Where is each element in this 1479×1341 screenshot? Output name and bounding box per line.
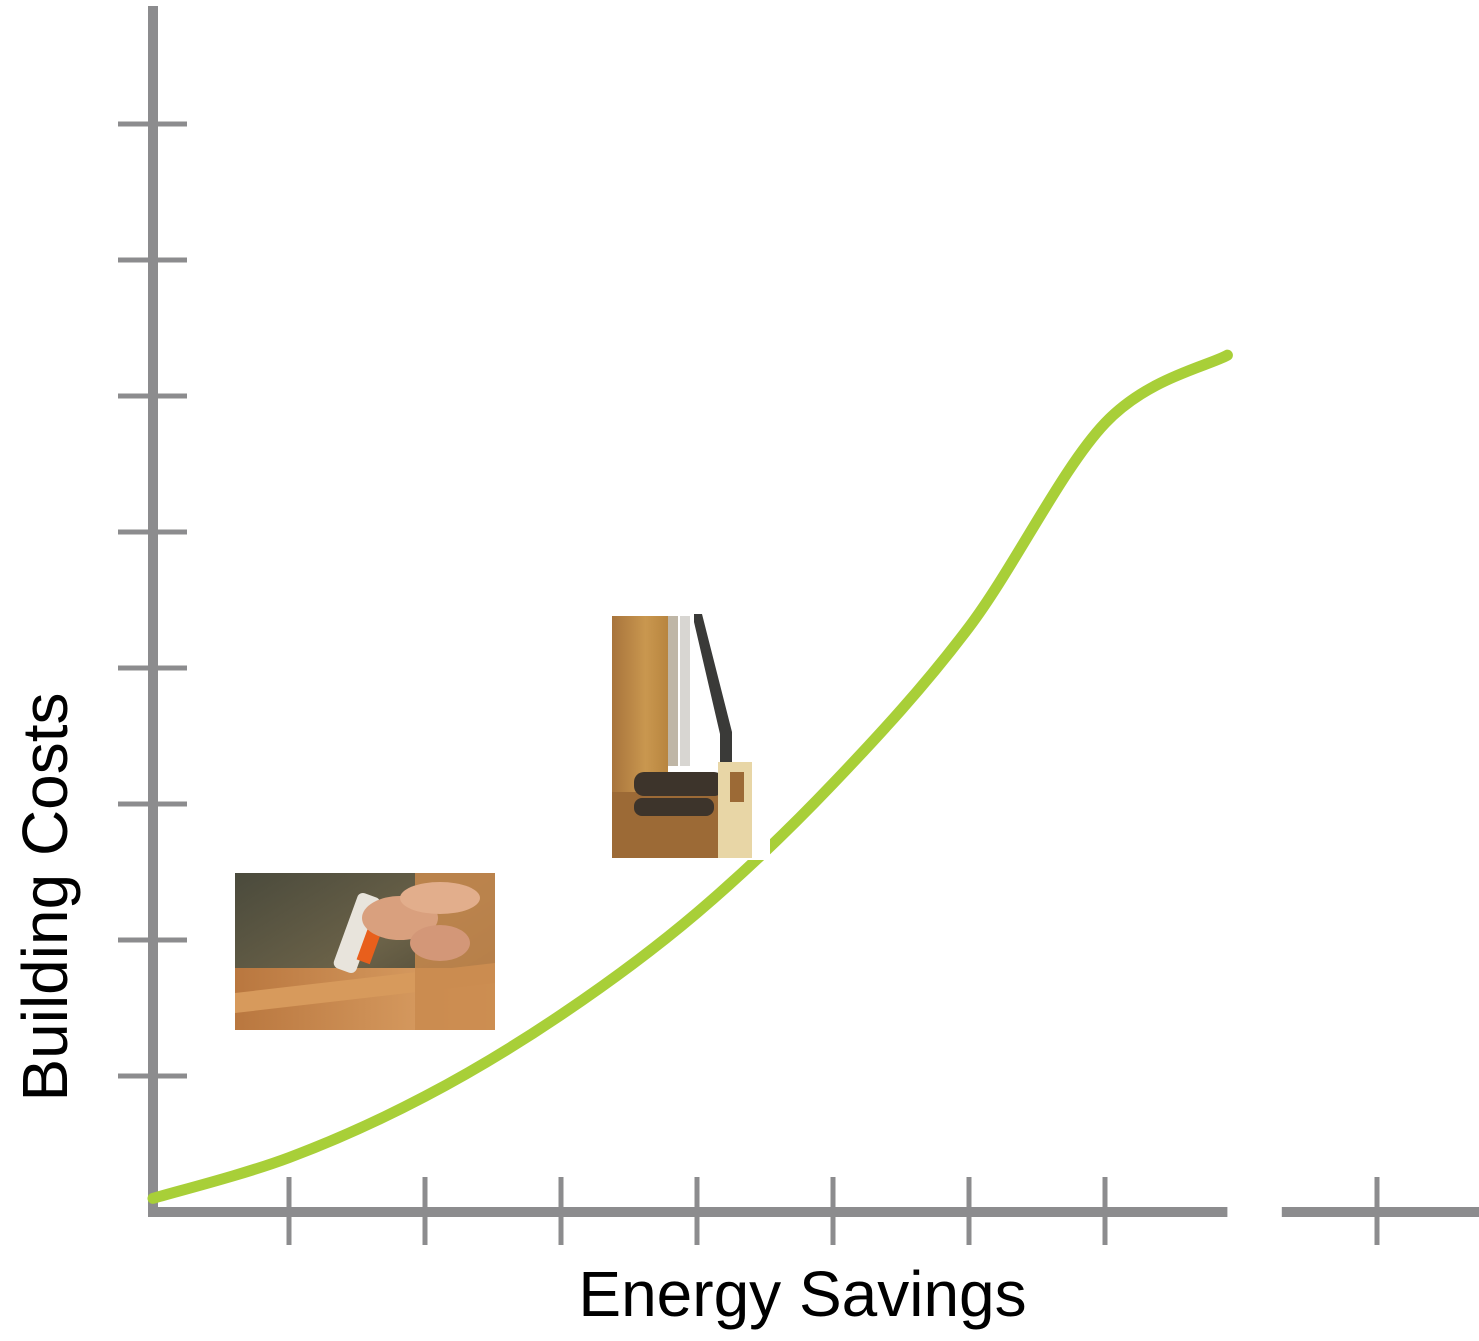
cost-curve-line xyxy=(147,349,1233,1204)
axis-ticks xyxy=(118,121,1380,1245)
caulking-window-photo xyxy=(235,873,495,1030)
axes xyxy=(148,6,1479,1217)
x-axis-label: Energy Savings xyxy=(578,1258,1027,1330)
y-axis-label: Building Costs xyxy=(9,692,81,1102)
wood-window-frame-section xyxy=(610,612,770,860)
